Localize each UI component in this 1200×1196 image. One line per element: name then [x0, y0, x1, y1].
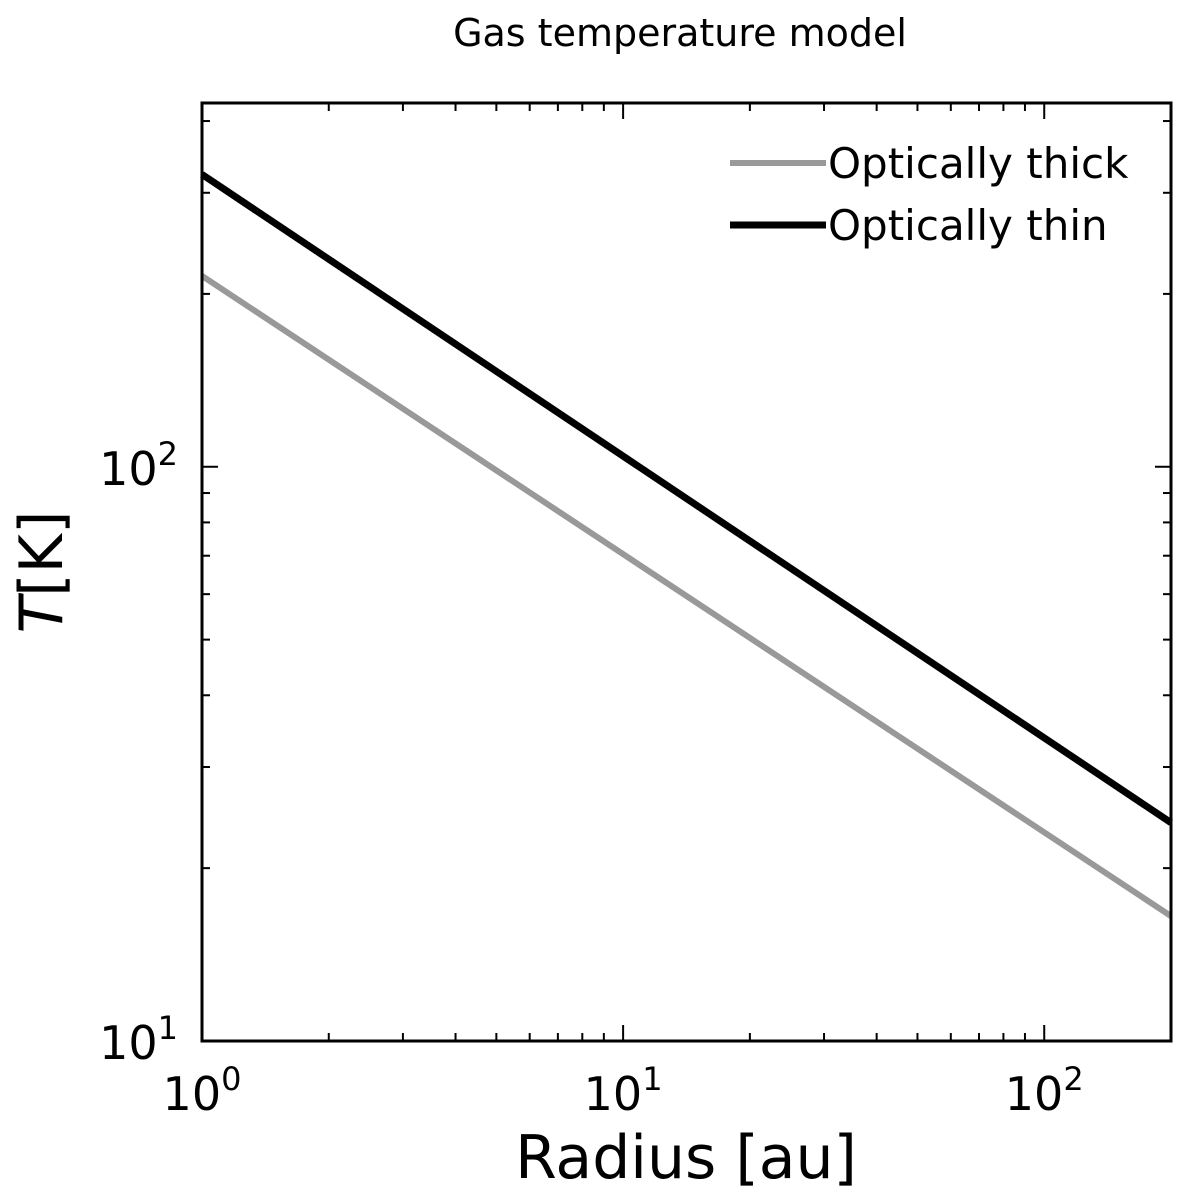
legend-label-optically-thick: Optically thick [828, 139, 1129, 188]
x-tick-label: 100 [163, 1060, 242, 1121]
y-axis-symbol: T [7, 592, 77, 633]
y-axis-unit: [K] [7, 511, 77, 597]
y-tick-label: 101 [99, 1009, 178, 1070]
chart-title: Gas temperature model [453, 11, 907, 55]
x-tick-labels: 100 101 102 [163, 1060, 1084, 1121]
x-tick-label: 102 [1005, 1060, 1084, 1121]
x-axis-label: Radius [au] [515, 1123, 857, 1193]
legend: Optically thick Optically thin [730, 139, 1129, 250]
y-axis-label: T[K] [7, 511, 77, 634]
y-tick-labels: 101 102 [99, 435, 178, 1070]
x-tick-label: 101 [584, 1060, 663, 1121]
series-layer [200, 171, 1173, 919]
series-line-optically-thick [200, 273, 1173, 919]
legend-label-optically-thin: Optically thin [828, 201, 1108, 250]
series-line-optically-thin [200, 171, 1173, 826]
y-tick-label: 102 [99, 435, 178, 496]
plot-frame [200, 101, 1173, 1043]
